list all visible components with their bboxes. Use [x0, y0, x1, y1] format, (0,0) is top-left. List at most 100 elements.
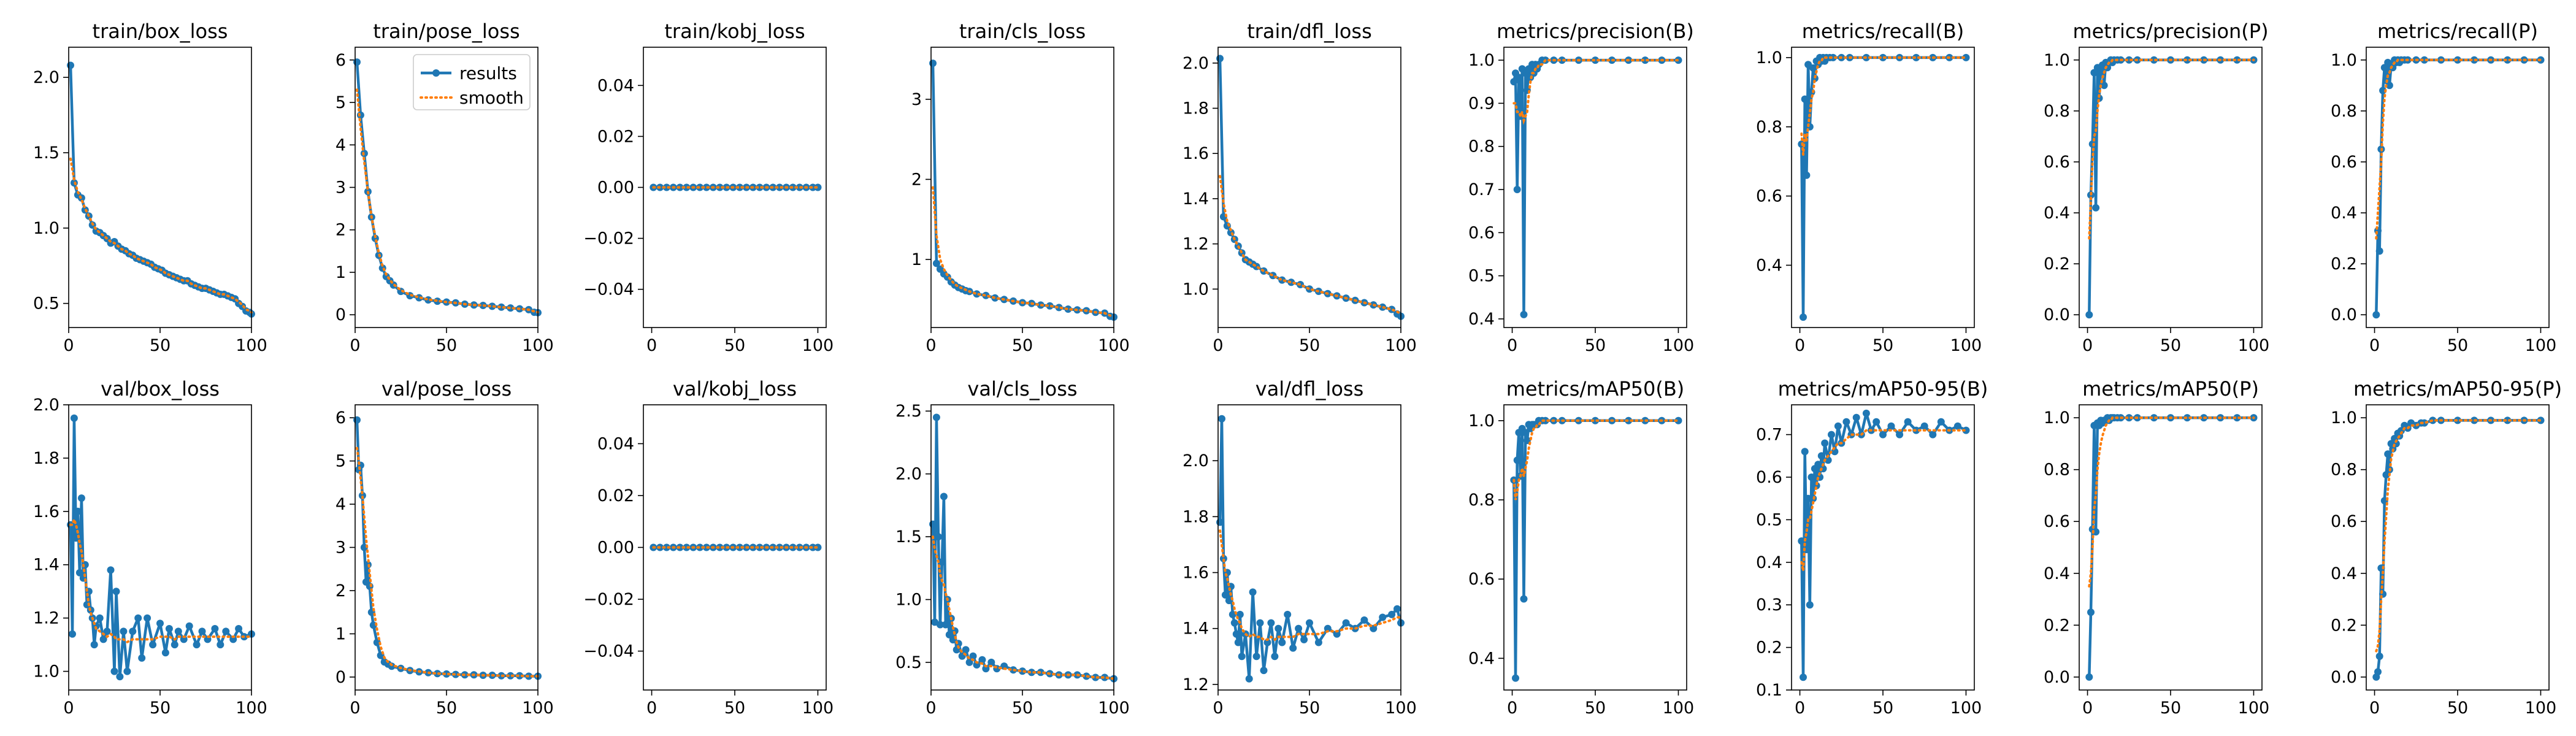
- results-series-line: [2088, 58, 2254, 315]
- results-data-point: [716, 183, 724, 191]
- y-tick-label: 0.2: [2044, 255, 2070, 274]
- results-data-point: [1267, 619, 1275, 627]
- results-data-point: [116, 673, 124, 681]
- x-tick-label: 100: [236, 699, 267, 718]
- results-data-point: [982, 665, 990, 673]
- plot-frame: [1791, 47, 1975, 328]
- results-data-point: [1027, 669, 1035, 677]
- y-tick-label: 6: [335, 51, 346, 70]
- y-tick-label: 2: [911, 170, 922, 189]
- subplot-title: val/dfl_loss: [1255, 377, 1364, 401]
- results-data-point: [941, 621, 949, 629]
- y-tick-label: 0.5: [1756, 510, 1782, 529]
- results-data-point: [123, 667, 131, 675]
- y-tick-label: 2: [335, 581, 346, 600]
- x-tick-label: 0: [63, 699, 74, 718]
- y-tick-label: 0.0: [2331, 305, 2357, 324]
- y-tick-label: 1.4: [1183, 190, 1209, 209]
- plot-frame: [1503, 404, 1687, 691]
- y-tick-label: 2.0: [1183, 451, 1209, 470]
- results-data-point: [2125, 56, 2133, 64]
- y-tick-label: 3: [911, 90, 922, 109]
- results-data-point: [1520, 310, 1528, 318]
- y-tick-label: 1.0: [2044, 408, 2070, 427]
- y-tick-label: 0.4: [1468, 310, 1495, 329]
- results-data-point: [1937, 418, 1945, 426]
- results-data-point: [2150, 56, 2158, 64]
- results-data-point: [1284, 610, 1292, 618]
- y-tick-label: 0.4: [1756, 553, 1782, 572]
- results-data-point: [1814, 461, 1822, 469]
- smooth-series-line: [932, 535, 1115, 680]
- results-data-point: [1055, 304, 1063, 312]
- subplot-title: metrics/recall(P): [2377, 20, 2538, 43]
- y-tick-label: 0.6: [1756, 187, 1782, 206]
- legend-box: [413, 54, 531, 110]
- results-data-point: [1512, 674, 1519, 682]
- results-data-point: [1360, 616, 1368, 624]
- results-data-point: [1829, 53, 1837, 61]
- results-data-point: [1289, 644, 1297, 652]
- results-data-point: [662, 543, 670, 551]
- y-tick-label: 1.0: [2331, 51, 2357, 70]
- results-data-point: [1046, 302, 1054, 310]
- x-tick-label: 100: [2525, 699, 2557, 718]
- y-tick-label: 1.0: [1468, 51, 1495, 70]
- smooth-series-line: [2375, 58, 2542, 240]
- y-tick-label: 1.5: [33, 144, 59, 163]
- results-data-point: [165, 625, 173, 632]
- x-tick-label: 100: [1385, 699, 1417, 718]
- results-data-point: [90, 641, 98, 649]
- results-data-point: [1812, 481, 1820, 489]
- results-data-point: [99, 635, 107, 643]
- y-tick-label: 4: [335, 495, 346, 514]
- subplot-metrics-map50-p-: metrics/mAP50(P) 0 50 100 0.0 0.2 0.4 0.6 0.8 1.0: [2044, 377, 2269, 718]
- y-tick-label: 1.0: [2044, 51, 2070, 70]
- results-data-point: [1256, 619, 1264, 627]
- results-series-line: [1218, 417, 1403, 681]
- subplot-title: val/pose_loss: [381, 377, 512, 401]
- y-tick-label: 2.0: [33, 396, 59, 415]
- results-data-point: [1798, 537, 1806, 545]
- results-data-point: [736, 183, 744, 191]
- x-tick-label: 0: [1795, 336, 1805, 355]
- results-data-point: [716, 543, 724, 551]
- x-tick-label: 0: [350, 336, 360, 355]
- y-tick-label: 0.4: [2044, 204, 2070, 223]
- results-data-point: [1824, 456, 1832, 464]
- results-data-point: [229, 635, 237, 643]
- results-data-point: [1920, 422, 1928, 430]
- smooth-series-line: [1512, 59, 1680, 125]
- results-data-point: [1953, 422, 1961, 430]
- results-series-line: [1512, 58, 1679, 316]
- results-data-point: [1278, 638, 1286, 646]
- results-data-point: [1801, 95, 1809, 103]
- y-tick-label: 1.0: [1468, 412, 1495, 431]
- y-tick-label: 0.00: [597, 539, 634, 558]
- legend-results-marker: [432, 69, 440, 77]
- y-tick-label: 0.2: [2331, 616, 2357, 635]
- results-data-point: [1216, 518, 1224, 526]
- plot-frame: [1217, 404, 1401, 691]
- subplot-title: train/box_loss: [93, 20, 228, 43]
- plot-frame: [1791, 404, 1975, 691]
- results-data-point: [936, 621, 944, 629]
- results-data-point: [987, 658, 995, 666]
- y-tick-label: 1.6: [33, 502, 59, 521]
- results-data-point: [1218, 415, 1225, 423]
- y-tick-label: 0: [335, 668, 346, 687]
- results-data-point: [1912, 53, 1920, 61]
- results-data-point: [934, 533, 942, 541]
- y-tick-label: 0.9: [1468, 94, 1495, 113]
- results-data-point: [1314, 638, 1322, 646]
- results-data-point: [1271, 653, 1279, 661]
- results-data-point: [1592, 416, 1599, 424]
- plot-frame: [1503, 47, 1687, 328]
- y-tick-label: −0.02: [583, 229, 634, 248]
- y-tick-label: 1.0: [1183, 280, 1209, 299]
- plot-frame: [68, 404, 252, 691]
- x-tick-label: 100: [2238, 699, 2270, 718]
- x-tick-label: 0: [63, 336, 74, 355]
- x-tick-label: 100: [1663, 699, 1695, 718]
- results-data-point: [1324, 624, 1332, 632]
